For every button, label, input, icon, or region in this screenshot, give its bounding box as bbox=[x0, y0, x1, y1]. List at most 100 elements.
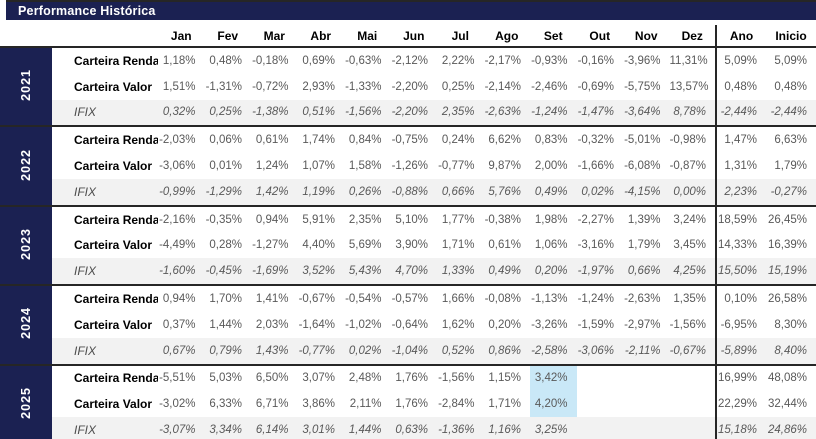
value-cell: -3,06% bbox=[159, 160, 196, 173]
value-cell: 1,74% bbox=[297, 125, 344, 154]
value-cell: 5,10% bbox=[390, 204, 437, 233]
value-cell: -6,08% bbox=[624, 160, 661, 173]
inicio-cell: 0,48% bbox=[774, 80, 807, 93]
inicio-cell: 6,63% bbox=[766, 125, 816, 154]
value-cell: 4,25% bbox=[669, 258, 716, 286]
value-cell: -2,11% bbox=[623, 337, 670, 365]
value-cell: 2,35% bbox=[344, 204, 391, 233]
value-cell: -4,49% bbox=[159, 239, 196, 252]
inicio-header: Inicio bbox=[766, 25, 816, 48]
value-cell: 3,24% bbox=[669, 204, 716, 233]
value-cell: -3,26% bbox=[531, 318, 568, 331]
header-corner bbox=[0, 25, 158, 48]
value-cell: 0,26% bbox=[344, 178, 391, 206]
inicio-cell: -0,27% bbox=[766, 178, 816, 206]
ano-cell: -2,44% bbox=[715, 99, 766, 127]
inicio-cell: 48,08% bbox=[766, 363, 816, 392]
month-header: Dez bbox=[669, 25, 716, 48]
value-cell: 1,71% bbox=[441, 239, 475, 252]
value-cell: 1,07% bbox=[302, 160, 335, 173]
value-cell: -1,27% bbox=[252, 239, 289, 252]
value-cell: 0,00% bbox=[669, 178, 716, 206]
value-cell: 1,70% bbox=[204, 284, 251, 312]
value-cell: 0,51% bbox=[297, 99, 344, 127]
value-cell: 2,00% bbox=[534, 160, 568, 173]
value-cell: 0,48% bbox=[204, 46, 251, 74]
value-cell: -1,33% bbox=[345, 80, 382, 93]
value-cell: 6,50% bbox=[251, 363, 298, 392]
year-label-text: 2021 bbox=[19, 69, 33, 102]
value-cell: -5,75% bbox=[624, 80, 661, 93]
value-cell: 9,87% bbox=[488, 160, 521, 173]
inicio-cell: 8,30% bbox=[774, 318, 807, 331]
value-cell: -0,77% bbox=[438, 160, 475, 173]
value-cell: 0,28% bbox=[209, 239, 242, 252]
value-cell bbox=[576, 363, 623, 392]
value-cell bbox=[577, 391, 624, 417]
value-cell: -0,57% bbox=[390, 284, 437, 312]
value-cell: 2,11% bbox=[349, 398, 382, 411]
table-row: Carteira Valor -3,02% 6,33% 6,71% 3,86% 2,11%… bbox=[0, 391, 816, 418]
value-cell: 1,76% bbox=[390, 363, 437, 392]
row-label: Carteira Valor bbox=[74, 317, 153, 332]
month-header: Ago bbox=[483, 25, 530, 48]
value-cell: 1,19% bbox=[297, 178, 344, 206]
value-cell: -1,13% bbox=[530, 284, 577, 312]
value-cell: 4,20% bbox=[530, 391, 577, 418]
value-cell: -2,20% bbox=[390, 99, 437, 127]
ifix-row: IFIX -0,99% -1,29% 1,42% 1,19% 0,26% -0,88% 0,6… bbox=[0, 178, 816, 206]
value-cell: 3,52% bbox=[297, 258, 344, 286]
value-cell: 1,76% bbox=[395, 398, 428, 411]
inicio-cell: 8,40% bbox=[766, 337, 816, 365]
row-label: IFIX bbox=[52, 178, 158, 206]
value-cell: -1,56% bbox=[344, 99, 391, 127]
value-cell: 0,02% bbox=[576, 178, 623, 206]
value-cell: 1,33% bbox=[437, 258, 484, 286]
value-cell: 3,42% bbox=[530, 363, 577, 392]
value-cell: -1,59% bbox=[577, 318, 614, 331]
ifix-row: IFIX -1,60% -0,45% -1,69% 3,52% 5,43% 4,70% 1,3… bbox=[0, 258, 816, 286]
table-row: 2025 Carteira Renda -5,51% 5,03% 6,50% 3,07% 2… bbox=[0, 363, 816, 439]
value-cell: 0,37% bbox=[162, 318, 196, 331]
year-label: 2025 bbox=[0, 363, 52, 439]
value-cell: 4,40% bbox=[302, 239, 335, 252]
value-cell: -2,14% bbox=[484, 80, 521, 93]
value-cell: -0,93% bbox=[530, 46, 577, 74]
month-header: Fev bbox=[204, 25, 251, 48]
value-cell: 0,67% bbox=[158, 337, 205, 365]
row-label: Carteira Valor bbox=[74, 238, 153, 253]
value-cell: -1,56% bbox=[669, 318, 706, 331]
ano-cell: 0,10% bbox=[715, 284, 766, 312]
top-border-line bbox=[6, 0, 816, 2]
value-cell: 3,86% bbox=[302, 398, 335, 411]
value-cell: -1,97% bbox=[576, 258, 623, 286]
value-cell: 2,93% bbox=[302, 80, 335, 93]
value-cell: 1,79% bbox=[627, 239, 661, 252]
ano-cell: 1,31% bbox=[715, 153, 766, 179]
value-cell: 1,71% bbox=[488, 398, 521, 411]
value-cell: 1,35% bbox=[669, 284, 716, 312]
value-cell: 0,06% bbox=[204, 125, 251, 154]
ifix-row: IFIX -3,07% 3,34% 6,14% 3,01% 1,44% 0,63% -1,36… bbox=[0, 417, 816, 439]
value-cell: 0,94% bbox=[251, 204, 298, 233]
value-cell: 0,61% bbox=[251, 125, 298, 154]
value-cell: -2,27% bbox=[576, 204, 623, 233]
value-cell: -0,35% bbox=[204, 204, 251, 233]
value-cell: -0,77% bbox=[297, 337, 344, 365]
value-cell: 1,98% bbox=[530, 204, 577, 233]
inicio-cell: -2,44% bbox=[766, 99, 816, 127]
inicio-cell: 5,09% bbox=[766, 46, 816, 74]
value-cell: 0,84% bbox=[344, 125, 391, 154]
value-cell: 1,44% bbox=[344, 417, 391, 439]
value-cell: 5,43% bbox=[344, 258, 391, 286]
ifix-row: IFIX 0,67% 0,79% 1,43% -0,77% 0,02% -1,04% 0,52… bbox=[0, 337, 816, 365]
value-cell: -3,64% bbox=[623, 99, 670, 127]
ano-cell: -6,95% bbox=[715, 311, 766, 338]
value-cell: -2,84% bbox=[438, 398, 475, 411]
value-cell: 8,78% bbox=[669, 99, 716, 127]
row-label: Carteira Valor bbox=[74, 397, 153, 412]
value-cell: -5,01% bbox=[623, 125, 670, 154]
row-label: Carteira Renda bbox=[52, 363, 158, 392]
ano-cell: 15,18% bbox=[715, 417, 766, 439]
